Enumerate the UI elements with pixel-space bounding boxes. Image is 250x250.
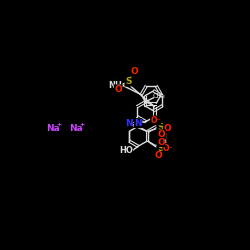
Text: NH: NH [108, 81, 122, 90]
Text: O: O [154, 152, 162, 160]
Text: O⁻: O⁻ [163, 144, 173, 154]
Text: S: S [125, 77, 132, 86]
Text: Na: Na [46, 124, 60, 133]
Text: HO: HO [119, 146, 133, 156]
Text: O: O [114, 85, 122, 94]
Text: O: O [157, 138, 165, 146]
Text: S: S [157, 144, 164, 154]
Text: S: S [157, 123, 164, 132]
Text: CH₃: CH₃ [152, 93, 165, 99]
Text: O⁻: O⁻ [150, 116, 161, 125]
Text: O: O [158, 130, 166, 139]
Text: +: + [79, 122, 84, 127]
Text: N: N [125, 119, 133, 128]
Text: +: + [56, 122, 62, 127]
Text: O: O [163, 124, 171, 133]
Text: N: N [134, 119, 142, 128]
Text: O: O [130, 67, 138, 76]
Text: Na: Na [69, 124, 83, 133]
